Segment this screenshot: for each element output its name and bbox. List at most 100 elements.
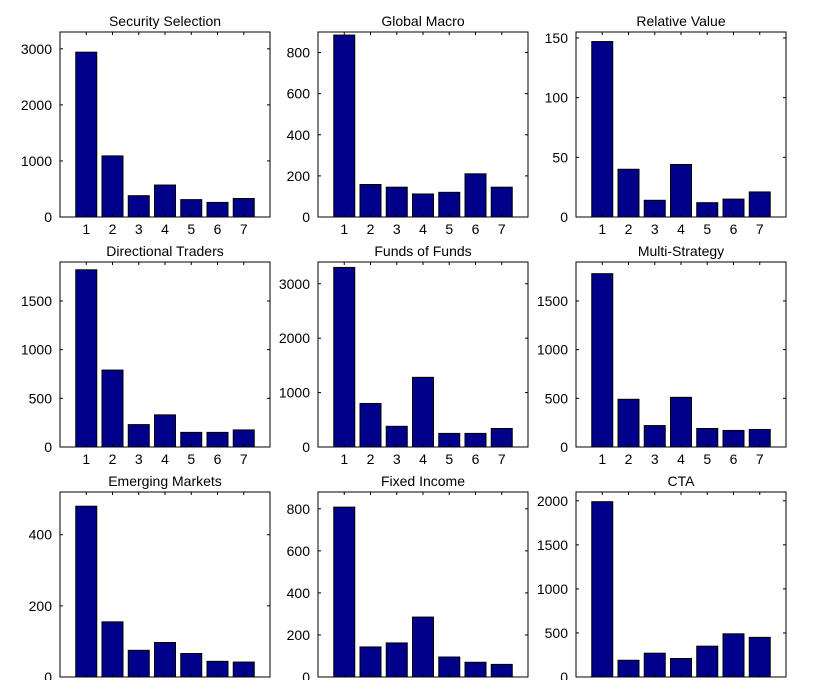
bar-2: [101, 369, 124, 448]
bar-5: [180, 653, 203, 678]
x-tick-label: 4: [419, 221, 427, 237]
bar-7: [748, 636, 771, 678]
bar-7: [748, 191, 771, 218]
y-tick-label: 1000: [537, 342, 568, 358]
x-tick-label: 5: [445, 221, 453, 237]
bar-3: [643, 425, 666, 448]
subplot-title: Multi-Strategy: [638, 243, 724, 259]
subplot-5: Funds of Funds 1 2 3 4 5 6 7 0 1000 2000 3000: [279, 243, 529, 467]
subplot-8: Fixed Income12345670200400600800: [287, 473, 529, 680]
y-tick-label: 800: [287, 501, 311, 517]
x-tick-label: 3: [135, 221, 143, 237]
bar-4: [412, 616, 434, 678]
x-tick-label: 2: [367, 451, 375, 467]
subplot-title: Relative Value: [636, 13, 725, 29]
subplot-1: Security Selection 1 2 3 4 5 6 7 0 1000 2000 3000: [21, 13, 271, 237]
y-tick-label: 1000: [537, 581, 568, 597]
y-tick-label: 0: [302, 439, 310, 455]
bar-2: [359, 184, 382, 218]
x-tick-label: 1: [340, 221, 348, 237]
x-tick-label: 3: [135, 451, 143, 467]
y-tick-label: 200: [287, 627, 311, 643]
bar-6: [722, 633, 745, 678]
bar-1: [333, 34, 356, 218]
x-tick-label: 1: [82, 451, 90, 467]
y-tick-label: 600: [287, 86, 311, 102]
bar-3: [385, 642, 408, 678]
bar-1: [591, 273, 614, 448]
x-tick-label: 2: [625, 451, 633, 467]
x-tick-label: 5: [187, 221, 195, 237]
y-tick-label: 400: [29, 527, 53, 543]
y-tick-label: 400: [287, 127, 311, 143]
y-tick-label: 500: [545, 625, 569, 641]
bar-3: [643, 652, 666, 678]
y-tick-label: 0: [44, 439, 52, 455]
x-tick-label: 6: [730, 221, 738, 237]
y-tick-label: 500: [29, 390, 53, 406]
x-tick-label: 3: [393, 221, 401, 237]
subplot-3: Relative Value 1 2 3 4 5 6 7 0 50 100 150: [545, 13, 787, 237]
x-tick-label: 5: [187, 451, 195, 467]
bar-2: [101, 621, 124, 678]
subplot-9: CTA12345670500100015002000: [537, 473, 787, 680]
y-tick-label: 0: [44, 669, 52, 680]
subplot-4: Directional Traders 1 2 3 4 5 6 7 0 500 1000 1500: [21, 243, 271, 467]
x-tick-label: 2: [625, 221, 633, 237]
y-tick-label: 1500: [537, 537, 568, 553]
x-tick-label: 6: [472, 221, 480, 237]
bar-1: [75, 51, 98, 218]
bar-4: [154, 414, 176, 448]
subplot-title: Emerging Markets: [108, 473, 222, 489]
y-tick-label: 1000: [279, 385, 310, 401]
y-tick-label: 0: [44, 209, 52, 225]
x-tick-label: 6: [214, 221, 222, 237]
bar-1: [75, 269, 98, 448]
x-tick-label: 2: [367, 221, 375, 237]
x-tick-label: 6: [730, 451, 738, 467]
x-tick-label: 7: [240, 221, 248, 237]
y-tick-label: 2000: [537, 493, 568, 509]
bar-5: [438, 191, 461, 218]
x-tick-label: 4: [677, 451, 685, 467]
x-tick-label: 1: [598, 221, 606, 237]
y-tick-label: 800: [287, 45, 311, 61]
y-tick-label: 3000: [21, 41, 52, 57]
y-tick-label: 2000: [21, 97, 52, 113]
x-tick-label: 1: [598, 451, 606, 467]
bar-4: [154, 641, 176, 678]
y-tick-label: 0: [560, 669, 568, 680]
x-tick-label: 5: [703, 451, 711, 467]
y-tick-label: 3000: [279, 276, 310, 292]
x-tick-label: 7: [498, 451, 506, 467]
x-tick-label: 2: [109, 451, 117, 467]
bar-4: [412, 376, 434, 448]
x-tick-label: 7: [498, 221, 506, 237]
bar-2: [617, 398, 640, 448]
bar-4: [412, 193, 434, 218]
y-tick-label: 0: [560, 209, 568, 225]
y-tick-label: 1000: [21, 342, 52, 358]
y-tick-label: 400: [287, 585, 311, 601]
y-tick-label: 1000: [21, 153, 52, 169]
bar-1: [591, 41, 614, 218]
subplot-title: Fixed Income: [381, 473, 465, 489]
x-tick-label: 4: [161, 451, 169, 467]
subplot-title: Directional Traders: [106, 243, 224, 259]
bar-1: [333, 506, 356, 678]
x-tick-label: 6: [472, 451, 480, 467]
x-tick-label: 7: [756, 221, 764, 237]
bar-2: [359, 646, 382, 678]
y-tick-label: 0: [302, 669, 310, 680]
bar-2: [617, 168, 640, 218]
bar-4: [670, 163, 692, 218]
y-tick-label: 1500: [537, 293, 568, 309]
x-tick-label: 1: [340, 451, 348, 467]
x-tick-label: 3: [651, 451, 659, 467]
x-tick-label: 6: [214, 451, 222, 467]
x-tick-label: 4: [419, 451, 427, 467]
bar-6: [464, 173, 487, 218]
bar-7: [490, 186, 513, 218]
bar-3: [127, 649, 150, 678]
bar-2: [101, 155, 124, 218]
